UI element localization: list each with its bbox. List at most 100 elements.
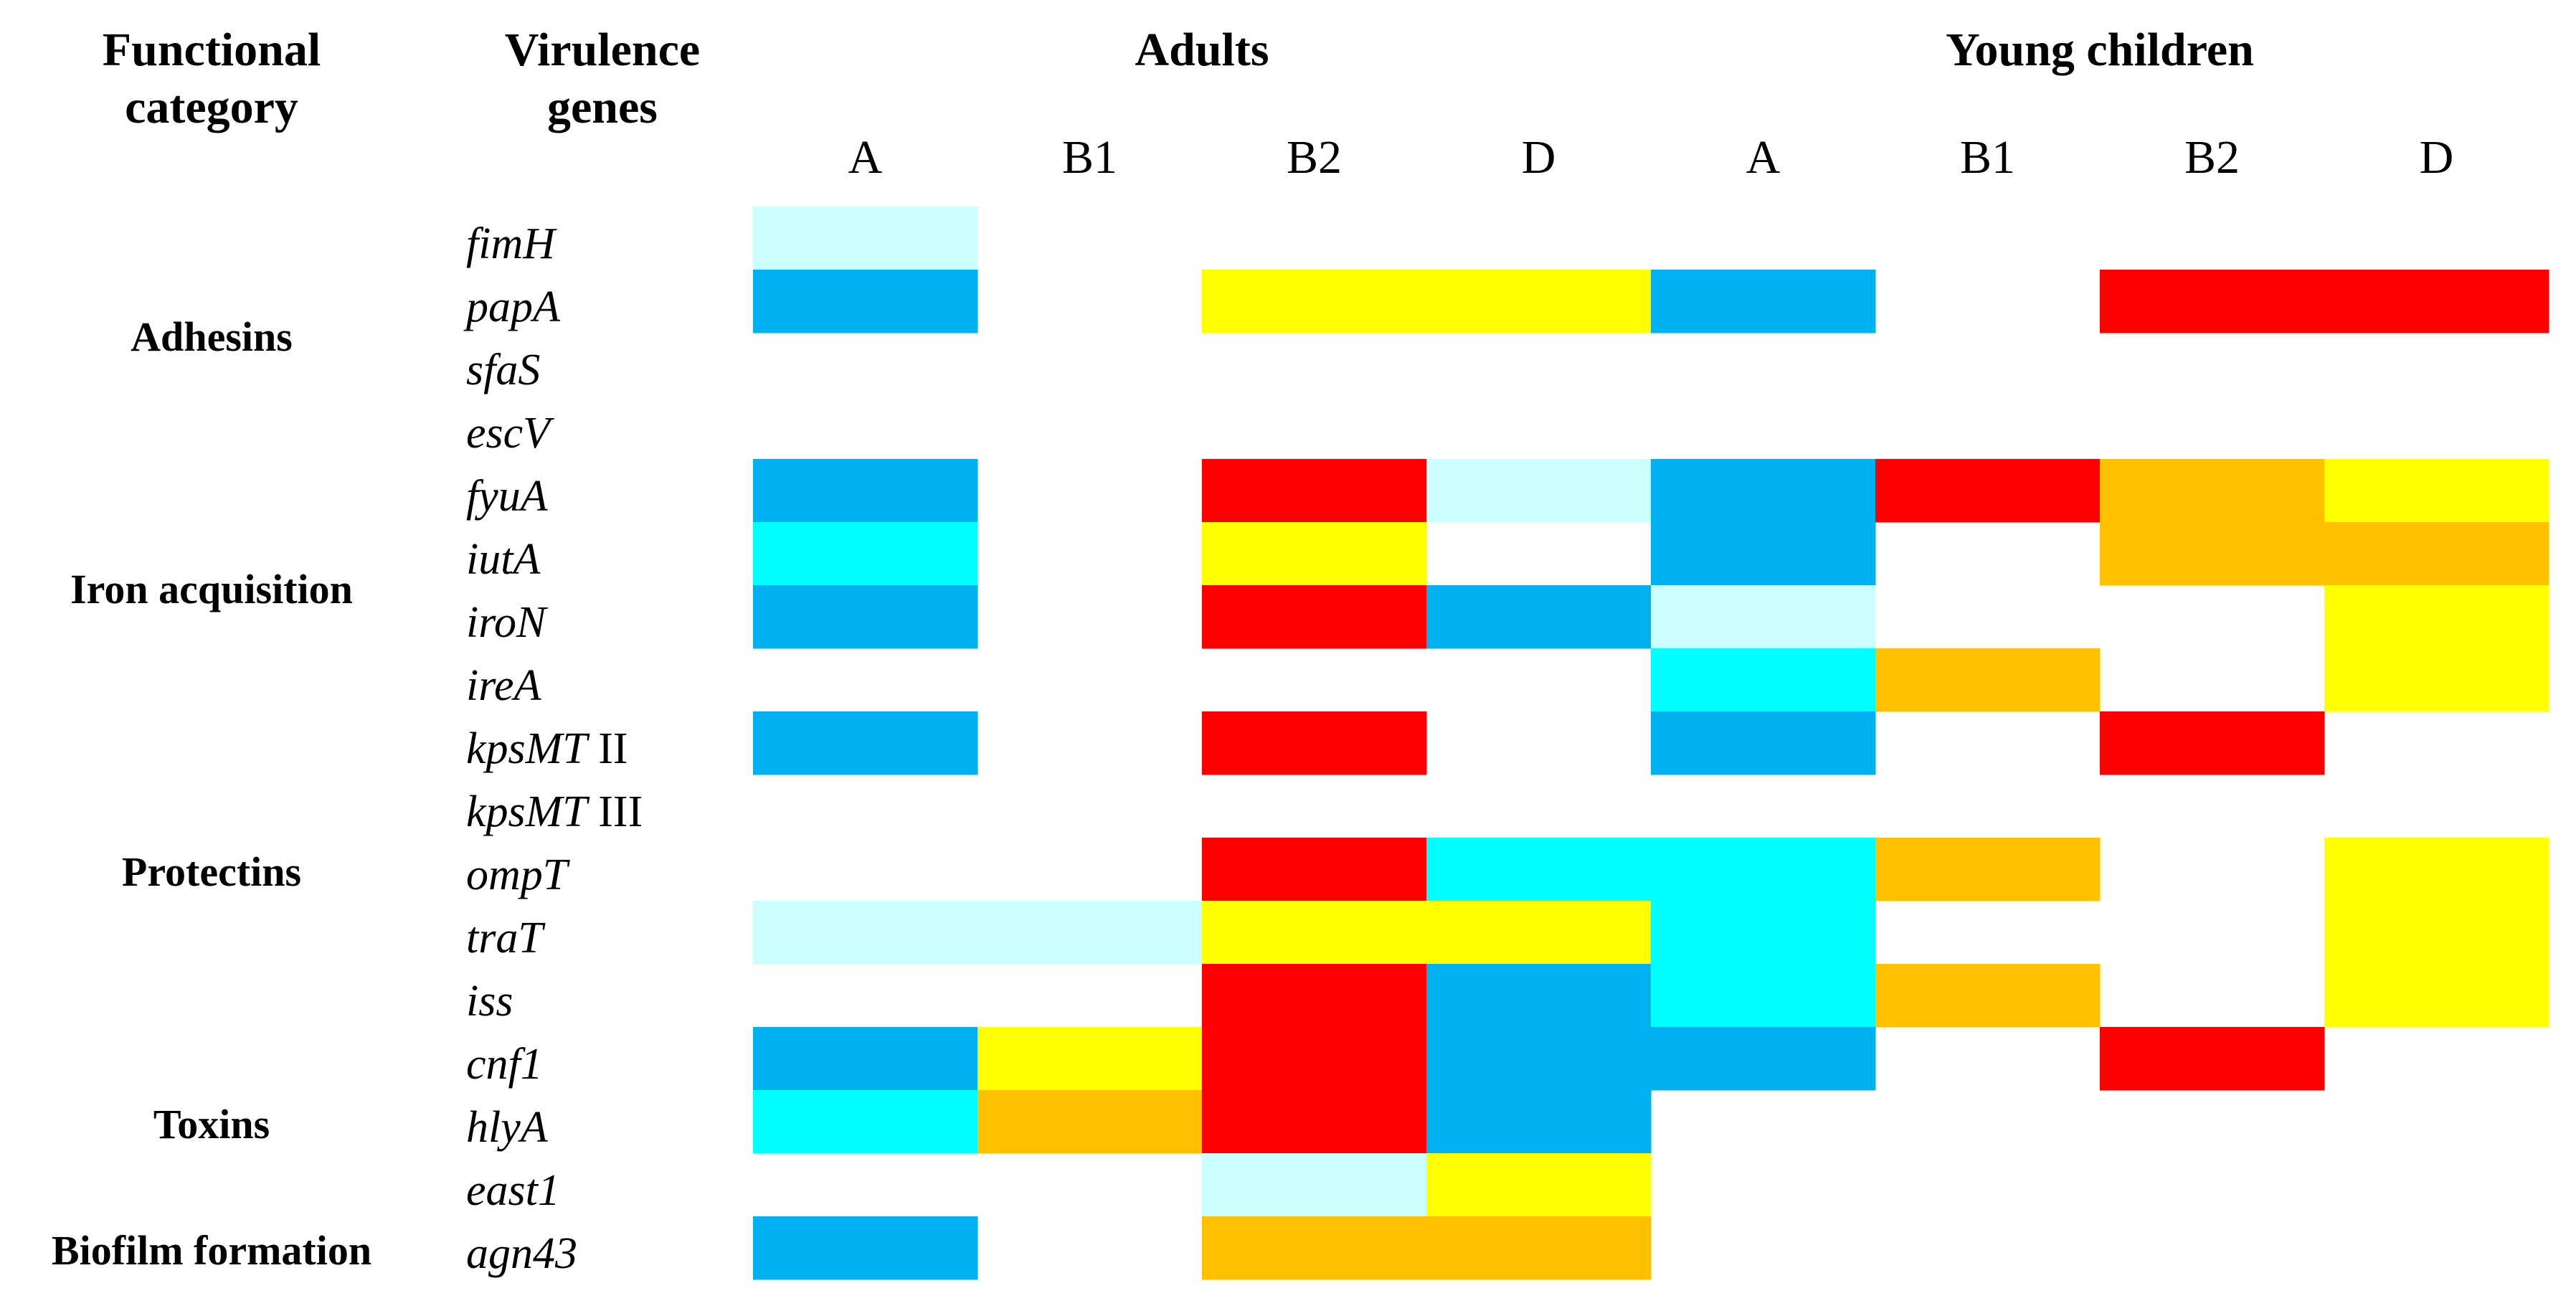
- heatmap-cell-fyuA-col2: [1202, 459, 1427, 523]
- heatmap-cell-cnf1-col6: [2100, 1027, 2325, 1091]
- column-label-children-b1: B1: [1959, 131, 2016, 184]
- heatmap-cell-iutA-col0: [753, 522, 978, 586]
- heatmap-cell-papA-col4: [1651, 270, 1876, 333]
- column-label-children-d: D: [2419, 131, 2454, 184]
- heatmap-cell-agn43-col3: [1426, 1216, 1652, 1280]
- column-label-adults-a: A: [848, 131, 883, 184]
- heatmap-cell-hlyA-col2: [1202, 1090, 1427, 1154]
- gene-name: cnf1: [466, 1040, 543, 1089]
- gene-label-escV: escV: [466, 402, 550, 465]
- heatmap-cell-iss-col3: [1426, 964, 1652, 1028]
- category-label-toxins: Toxins: [153, 1101, 270, 1147]
- heatmap-cell-iss-col5: [1875, 964, 2101, 1028]
- gene-name: papA: [466, 283, 560, 331]
- heatmap-cell-fyuA-col7: [2324, 459, 2549, 523]
- heatmap-cell-fyuA-col5: [1875, 459, 2101, 523]
- gene-name: kpsMT: [466, 787, 587, 836]
- gene-label-iutA: iutA: [466, 528, 540, 591]
- gene-label-ompT: ompT: [466, 843, 567, 907]
- gene-name: east1: [466, 1166, 560, 1215]
- gene-label-traT: traT: [466, 907, 543, 970]
- gene-label-fyuA: fyuA: [466, 465, 548, 528]
- gene-label-agn43: agn43: [466, 1222, 577, 1285]
- heatmap-cell-cnf1-col2: [1202, 1027, 1427, 1091]
- heatmap-cell-iroN-col2: [1202, 585, 1427, 649]
- heatmap-cell-kpsMT-II-col2: [1202, 711, 1427, 775]
- gene-name: iss: [466, 977, 513, 1026]
- heatmap-cell-ompT-col3: [1426, 838, 1652, 901]
- gene-name: ompT: [466, 851, 568, 899]
- heatmap-cell-traT-col3: [1426, 901, 1652, 965]
- gene-label-hlyA: hlyA: [466, 1096, 548, 1159]
- heatmap-cell-hlyA-col1: [977, 1090, 1203, 1154]
- heatmap-cell-east1-col2: [1202, 1153, 1427, 1217]
- heatmap-cell-iss-col2: [1202, 964, 1427, 1028]
- heatmap-cell-fimH-col0: [753, 207, 978, 270]
- heatmap-cell-traT-col2: [1202, 901, 1427, 965]
- heatmap-cell-iutA-col2: [1202, 522, 1427, 586]
- virulence-genes-header-line1: Virulence: [504, 24, 701, 76]
- virulence-genes-header-line2: genes: [547, 81, 658, 133]
- heatmap-cell-iutA-col7: [2324, 522, 2549, 586]
- gene-label-fimH: fimH: [466, 212, 555, 275]
- gene-label-cnf1: cnf1: [466, 1033, 543, 1096]
- heatmap-cell-iutA-col4: [1651, 522, 1876, 586]
- heatmap-cell-iroN-col4: [1651, 585, 1876, 649]
- gene-name: fyuA: [466, 472, 548, 521]
- column-label-children-a: A: [1746, 131, 1781, 184]
- gene-suffix: III: [587, 787, 643, 836]
- heatmap-cell-traT-col7: [2324, 901, 2549, 965]
- heatmap-cell-kpsMT-II-col6: [2100, 711, 2325, 775]
- gene-name: kpsMT: [466, 724, 587, 773]
- virulence-genes-header: Virulence genes: [459, 22, 746, 136]
- heatmap-cell-ompT-col5: [1875, 838, 2101, 901]
- heatmap-cell-hlyA-col3: [1426, 1090, 1652, 1154]
- gene-label-east1: east1: [466, 1159, 560, 1222]
- heatmap-cell-iroN-col7: [2324, 585, 2549, 649]
- gene-name: ireA: [466, 661, 541, 710]
- heatmap-cell-papA-col7: [2324, 270, 2549, 333]
- heatmap-cell-papA-col2: [1202, 270, 1427, 333]
- heatmap-cell-traT-col1: [977, 901, 1203, 965]
- heatmap-cell-ireA-col4: [1651, 648, 1876, 712]
- heatmap-cell-fyuA-col4: [1651, 459, 1876, 523]
- gene-label-papA: papA: [466, 275, 560, 339]
- column-label-children-b2: B2: [2184, 131, 2240, 184]
- heatmap-cell-cnf1-col1: [977, 1027, 1203, 1091]
- heatmap-cell-east1-col3: [1426, 1153, 1652, 1217]
- gene-label-iroN: iroN: [466, 591, 546, 654]
- heatmap-cell-cnf1-col3: [1426, 1027, 1652, 1091]
- gene-name: traT: [466, 914, 543, 962]
- heatmap-cell-hlyA-col0: [753, 1090, 978, 1154]
- gene-label-sfaS: sfaS: [466, 339, 540, 402]
- heatmap-cell-ireA-col7: [2324, 648, 2549, 712]
- heatmap-cell-fyuA-col6: [2100, 459, 2325, 523]
- heatmap-cell-kpsMT-II-col0: [753, 711, 978, 775]
- heatmap-cell-ompT-col2: [1202, 838, 1427, 901]
- heatmap-cell-papA-col0: [753, 270, 978, 333]
- heatmap-cell-traT-col4: [1651, 901, 1876, 965]
- gene-name: agn43: [466, 1229, 577, 1278]
- functional-category-header-line1: Functional: [102, 24, 321, 76]
- gene-name: escV: [466, 409, 551, 458]
- heatmap-cell-traT-col0: [753, 901, 978, 965]
- category-label-iron-acquisition: Iron acquisition: [70, 566, 353, 612]
- column-label-adults-d: D: [1521, 131, 1556, 184]
- heatmap-cell-agn43-col0: [753, 1216, 978, 1280]
- group-header-young-children: Young children: [1946, 24, 2254, 76]
- heatmap-cell-iroN-col3: [1426, 585, 1652, 649]
- gene-name: hlyA: [466, 1103, 548, 1152]
- heatmap-cell-ompT-col4: [1651, 838, 1876, 901]
- heatmap-cell-iss-col4: [1651, 964, 1876, 1028]
- column-label-adults-b2: B2: [1286, 131, 1343, 184]
- category-label-protectins: Protectins: [121, 848, 302, 895]
- gene-suffix: II: [587, 724, 628, 773]
- category-label-adhesins: Adhesins: [131, 313, 293, 360]
- heatmap-cell-ireA-col5: [1875, 648, 2101, 712]
- column-label-adults-b1: B1: [1061, 131, 1118, 184]
- heatmap-cell-papA-col3: [1426, 270, 1652, 333]
- heatmap-cell-ompT-col7: [2324, 838, 2549, 901]
- gene-name: fimH: [466, 219, 555, 268]
- heatmap-cell-iutA-col6: [2100, 522, 2325, 586]
